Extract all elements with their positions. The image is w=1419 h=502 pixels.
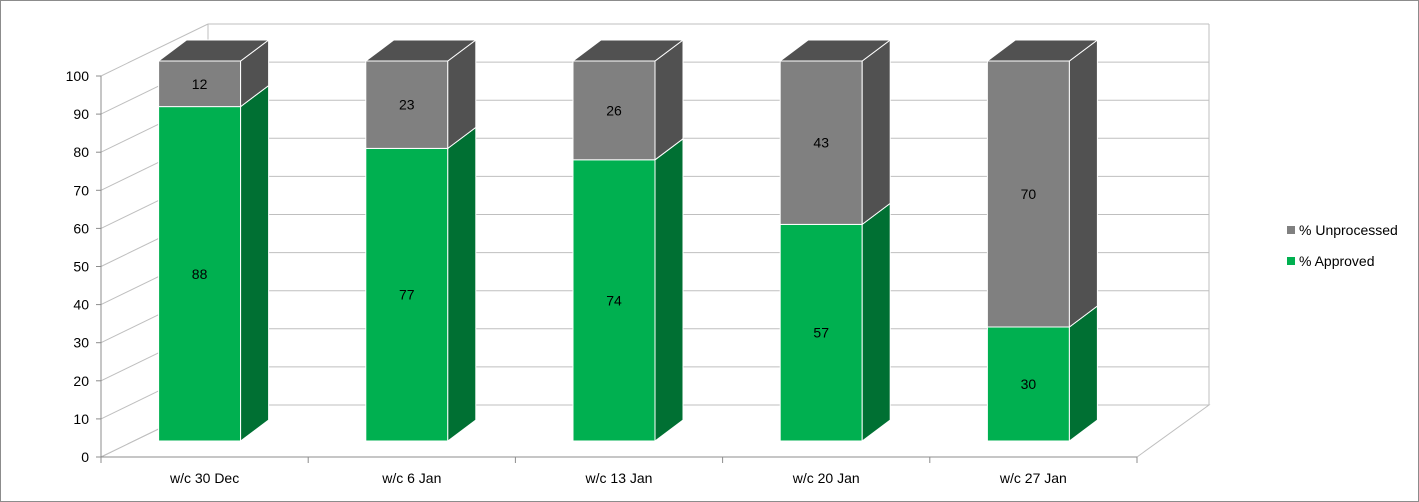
bar-side [1068, 39, 1098, 328]
data-label: 88 [192, 266, 208, 282]
y-tick-label: 30 [73, 335, 89, 351]
legend-swatch [1287, 257, 1295, 265]
y-tick-label: 90 [73, 106, 89, 122]
bar-segment-unprocessed[interactable] [572, 60, 656, 161]
bar-segment-unprocessed[interactable] [158, 60, 242, 108]
y-tick-label: 0 [81, 449, 89, 465]
bar-top [571, 39, 685, 62]
y-tick-label: 40 [73, 297, 89, 313]
bar-side [447, 126, 477, 442]
y-tick-label: 80 [73, 144, 89, 160]
bar-segment-unprocessed[interactable] [365, 60, 449, 149]
bar-side [654, 137, 684, 442]
bar-side [861, 202, 891, 442]
data-label: 12 [192, 76, 208, 92]
y-tick-label: 50 [73, 259, 89, 275]
bar-side [1068, 305, 1098, 442]
x-tick-label: w/c 13 Jan [585, 470, 653, 486]
data-label: 26 [606, 102, 622, 118]
x-tick-label: w/c 30 Dec [169, 470, 239, 486]
gridline-side [100, 23, 209, 77]
y-tick-label: 100 [66, 68, 90, 84]
bar-segment-unprocessed[interactable] [986, 60, 1070, 328]
bar-top [157, 39, 271, 62]
x-tick-label: w/c 20 Jan [792, 470, 860, 486]
legend-label: % Approved [1299, 253, 1375, 269]
data-label: 74 [606, 292, 622, 308]
y-tick-label: 60 [73, 220, 89, 236]
bar-side [240, 84, 270, 442]
x-tick-label: w/c 6 Jan [381, 470, 441, 486]
data-label: 57 [813, 325, 829, 341]
x-tick-label: w/c 27 Jan [999, 470, 1067, 486]
data-label: 23 [399, 97, 415, 113]
bar-segment-unprocessed[interactable] [779, 60, 863, 225]
y-tick-label: 70 [73, 182, 89, 198]
legend-swatch [1287, 226, 1295, 234]
data-label: 77 [399, 287, 415, 303]
y-tick-label: 20 [73, 373, 89, 389]
legend-label: % Unprocessed [1299, 222, 1398, 238]
data-label: 70 [1021, 186, 1037, 202]
bar-side [861, 39, 891, 226]
bar-segment-approved[interactable] [365, 147, 449, 442]
bar-segment-approved[interactable] [986, 326, 1070, 442]
data-label: 30 [1021, 376, 1037, 392]
y-tick-label: 10 [73, 411, 89, 427]
bar-top [985, 39, 1099, 62]
data-label: 43 [813, 135, 829, 151]
bar-top [364, 39, 478, 62]
bar-segment-approved[interactable] [158, 106, 242, 442]
bar-top [778, 39, 892, 62]
bar-segment-approved[interactable] [572, 159, 656, 442]
